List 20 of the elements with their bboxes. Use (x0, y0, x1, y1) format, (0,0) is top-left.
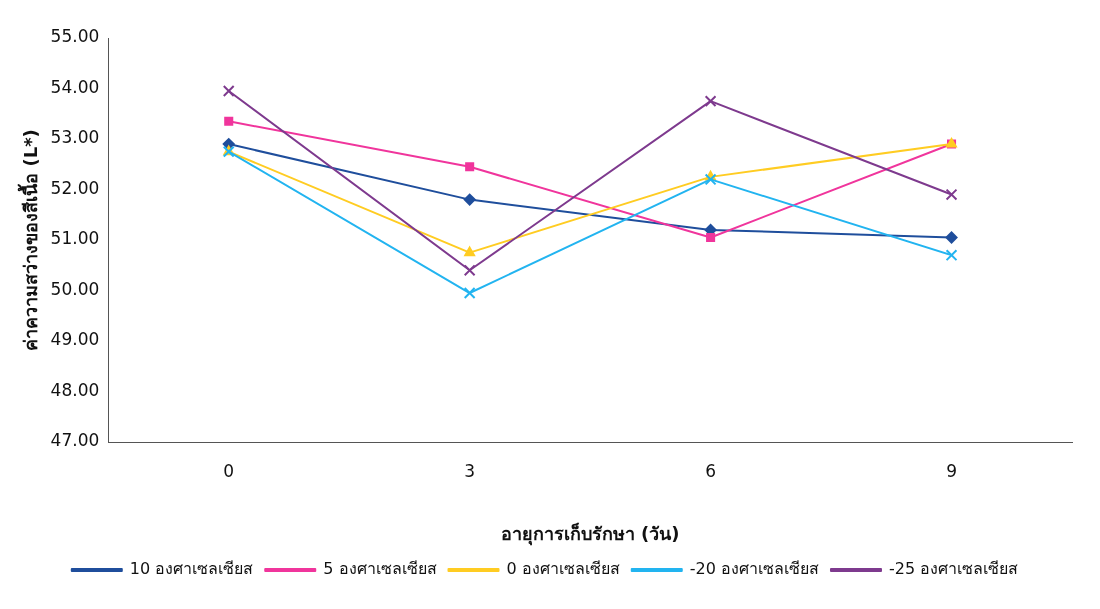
y-tick-label: 54.00 (50, 76, 100, 97)
legend-label: 5 องศาเซลเซียส (323, 559, 437, 579)
y-tick-label: 50.00 (50, 278, 100, 299)
y-tick-label: 55.00 (50, 26, 100, 47)
y-tick-label: 47.00 (50, 430, 100, 451)
legend-label: -20 องศาเซลเซียส (689, 559, 819, 579)
x-tick-label: 3 (464, 460, 476, 481)
x-tick-label: 9 (946, 460, 957, 481)
y-tick-label: 53.00 (50, 127, 100, 148)
y-tick-label: 48.00 (50, 379, 100, 400)
x-axis-title: อายุการเก็บรักษา (วัน) (500, 521, 680, 546)
legend-label: 0 องศาเซลเซียส (506, 559, 620, 579)
x-tick-label: 0 (223, 460, 235, 481)
y-tick-label: 49.00 (50, 329, 100, 350)
legend-label: -25 องศาเซลเซียส (888, 559, 1019, 579)
y-tick-label: 52.00 (50, 177, 100, 198)
x-tick-label: 6 (705, 460, 717, 481)
legend-label: 10 องศาเซลเซียส (129, 559, 254, 579)
y-tick-label: 51.00 (50, 228, 100, 249)
y-axis-title: ค่าความสว่างของสีเนื้อ (L*) (17, 129, 42, 351)
